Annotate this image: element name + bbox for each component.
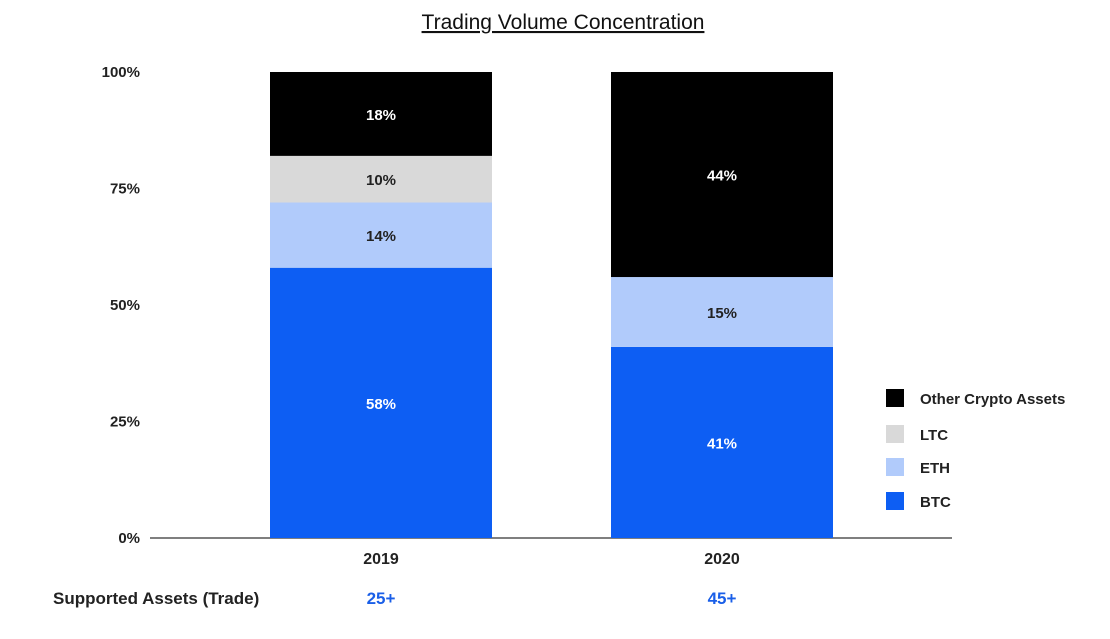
legend-label: Other Crypto Assets [920, 391, 1065, 408]
chart-title: Trading Volume Concentration [422, 11, 705, 34]
legend-swatch [886, 389, 904, 407]
bar-segment-btc-2019 [270, 267, 492, 538]
bar-segment-other-crypto-assets-2019 [270, 72, 492, 156]
data-label: 58% [366, 396, 396, 413]
y-tick-label: 75% [110, 181, 140, 198]
y-tick-label: 50% [110, 297, 140, 314]
y-axis-ticks: 0% 25% 50% 75% 100% [102, 64, 140, 547]
data-label: 14% [366, 228, 396, 245]
x-tick-label: 2019 [363, 551, 399, 568]
data-label: 41% [707, 435, 737, 452]
data-label: 44% [707, 168, 737, 185]
x-axis-labels: 2019 2020 [363, 551, 740, 568]
y-tick-label: 25% [110, 414, 140, 431]
supported-assets-value: 45+ [708, 589, 737, 608]
y-tick-label: 100% [102, 64, 140, 81]
bar-segment-other-crypto-assets-2020 [611, 72, 833, 278]
y-tick-label: 0% [118, 530, 140, 547]
supported-assets-value: 25+ [367, 589, 396, 608]
bar-segment-btc-2020 [611, 346, 833, 538]
bar-stacks: 58% 14% 10% 18% 41% 15% 44% [270, 72, 833, 538]
x-tick-label: 2020 [704, 551, 740, 568]
data-label: 18% [366, 107, 396, 124]
legend-label: ETH [920, 460, 950, 477]
legend: Other Crypto Assets LTC ETH BTC [886, 389, 1065, 511]
data-label: 10% [366, 172, 396, 189]
bar-segment-eth-2020 [611, 277, 833, 347]
supported-assets-row: Supported Assets (Trade) 25+ 45+ [53, 589, 736, 608]
legend-swatch [886, 492, 904, 510]
legend-swatch [886, 425, 904, 443]
bar-segment-eth-2019 [270, 202, 492, 268]
legend-swatch [886, 458, 904, 476]
legend-label: BTC [920, 494, 951, 511]
supported-assets-label: Supported Assets (Trade) [53, 589, 259, 608]
bar-segment-ltc-2019 [270, 155, 492, 203]
legend-label: LTC [920, 427, 948, 444]
data-label: 15% [707, 305, 737, 322]
